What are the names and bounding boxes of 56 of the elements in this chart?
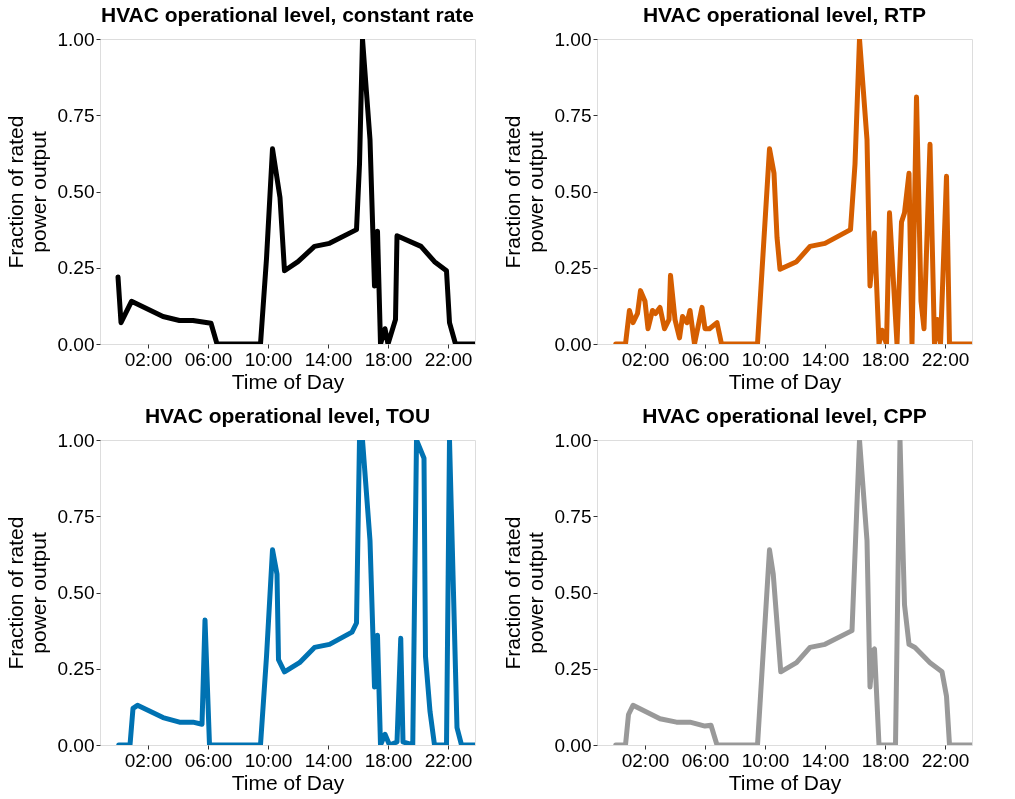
y-tick-label: 0.50 — [554, 582, 592, 603]
x-tick-label: 10:00 — [244, 348, 293, 370]
x-axis-title: Time of Day — [231, 770, 345, 794]
y-tick-label: 0.75 — [57, 104, 95, 126]
chart-title: HVAC operational level, RTP — [642, 3, 927, 26]
y-axis-title: Fraction of rated power output — [3, 115, 50, 269]
y-tick-label: 0.75 — [554, 505, 592, 527]
y-tick-label: 0.50 — [554, 181, 592, 202]
y-axis-title: Fraction of rated power output — [500, 516, 547, 670]
x-tick-label: 18:00 — [364, 348, 413, 370]
x-tick-label: 18:00 — [364, 749, 413, 771]
x-tick-label: 18:00 — [861, 348, 910, 370]
y-axis-title: Fraction of rated power output — [500, 115, 547, 269]
y-tick-label: 0.25 — [57, 658, 95, 680]
y-tick-label: 1.00 — [57, 28, 95, 50]
x-axis-title: Time of Day — [231, 369, 345, 393]
chart-title: HVAC operational level, constant rate — [100, 3, 475, 26]
y-tick-label: 0.75 — [554, 104, 592, 126]
x-tick-label: 22:00 — [424, 749, 473, 771]
x-tick-label: 14:00 — [304, 348, 353, 370]
y-tick-label: 0.00 — [554, 734, 592, 756]
y-tick-label: 1.00 — [554, 28, 592, 50]
y-tick-label: 1.00 — [554, 429, 592, 451]
x-tick-label: 02:00 — [621, 749, 670, 771]
x-axis-title: Time of Day — [728, 770, 842, 794]
y-axis-title: Fraction of rated power output — [3, 516, 50, 670]
x-tick-label: 14:00 — [801, 348, 850, 370]
y-tick-label: 0.75 — [57, 505, 95, 527]
y-tick-label: 0.25 — [554, 257, 592, 279]
y-tick-label: 0.25 — [554, 658, 592, 680]
x-tick-label: 02:00 — [621, 348, 670, 370]
x-tick-label: 22:00 — [424, 348, 473, 370]
x-tick-label: 06:00 — [681, 348, 730, 370]
x-tick-label: 14:00 — [304, 749, 353, 771]
x-tick-label: 18:00 — [861, 749, 910, 771]
x-tick-label: 10:00 — [741, 348, 790, 370]
x-tick-label: 06:00 — [184, 749, 233, 771]
x-tick-label: 10:00 — [244, 749, 293, 771]
x-tick-label: 10:00 — [741, 749, 790, 771]
y-tick-label: 0.00 — [554, 333, 592, 355]
y-tick-label: 0.25 — [57, 257, 95, 279]
chart-title: HVAC operational level, TOU — [144, 404, 431, 427]
x-tick-label: 22:00 — [921, 348, 970, 370]
y-tick-label: 0.00 — [57, 333, 95, 355]
x-tick-label: 02:00 — [124, 749, 173, 771]
x-tick-label: 06:00 — [184, 348, 233, 370]
y-tick-label: 0.00 — [57, 734, 95, 756]
y-tick-label: 0.50 — [57, 181, 95, 202]
x-tick-label: 14:00 — [801, 749, 850, 771]
y-tick-label: 1.00 — [57, 429, 95, 451]
x-tick-label: 06:00 — [681, 749, 730, 771]
chart-title: HVAC operational level, CPP — [642, 404, 927, 427]
y-tick-label: 0.50 — [57, 582, 95, 603]
x-tick-label: 22:00 — [921, 749, 970, 771]
x-axis-title: Time of Day — [728, 369, 842, 393]
x-tick-label: 02:00 — [124, 348, 173, 370]
